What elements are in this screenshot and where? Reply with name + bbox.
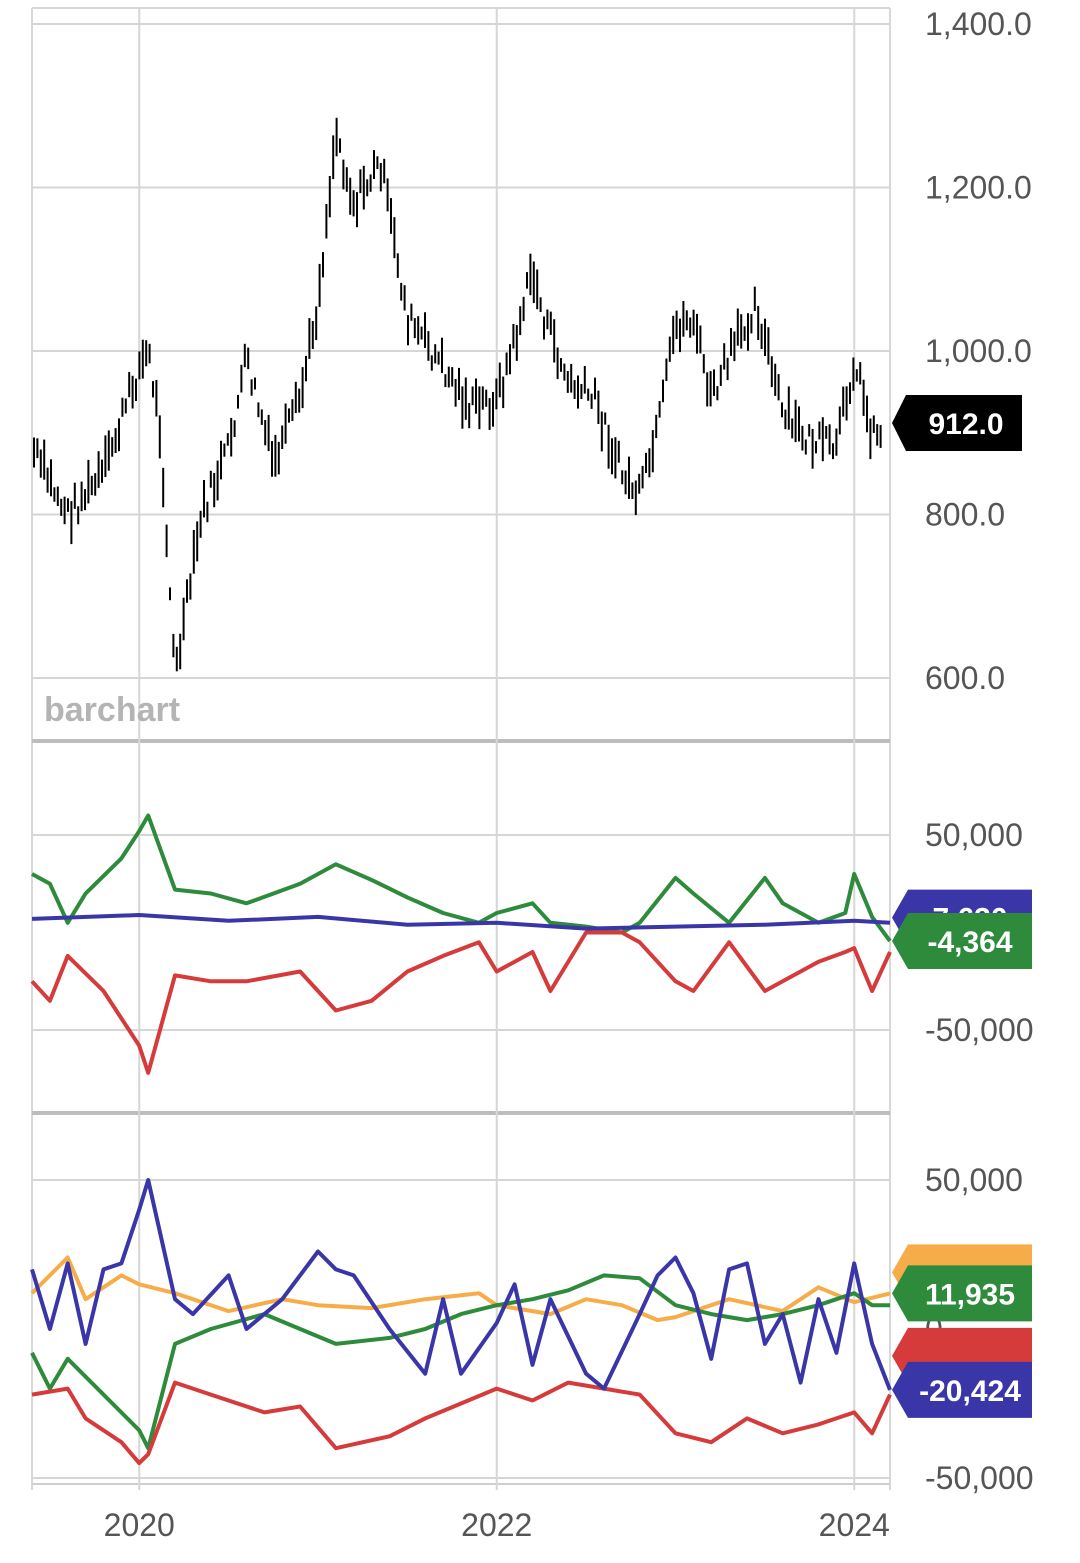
series-line	[30, 1255, 891, 1323]
value-tag	[892, 1361, 1032, 1418]
y-tick-label: 50,000	[925, 817, 1023, 853]
value-tag-label: -4,364	[927, 926, 1012, 959]
y-tick-label: -50,000	[925, 1460, 1034, 1496]
value-tag	[892, 1265, 1032, 1322]
grid-layer	[31, 7, 891, 1490]
series-line	[30, 930, 892, 1075]
value-tag-label: 11,935	[925, 1278, 1015, 1311]
y-tick-label: 600.0	[925, 660, 1005, 696]
series-line	[30, 1178, 892, 1391]
series-line	[31, 913, 891, 931]
series-line	[31, 813, 892, 943]
y-tick-label: 50,000	[925, 1162, 1023, 1198]
x-tick-label: 2020	[104, 1507, 175, 1543]
y-tick-label: -50,000	[925, 1012, 1034, 1048]
y-tick-label: 1,000.0	[925, 333, 1032, 369]
x-tick-label: 2022	[461, 1507, 532, 1543]
y-tick-label: 1,400.0	[925, 6, 1032, 42]
y-tick-label: 1,200.0	[925, 170, 1032, 206]
watermark-text: barchart	[44, 691, 180, 729]
y-tick-label: 800.0	[925, 497, 1005, 533]
series-layer	[30, 117, 892, 1466]
last-price-label: 912.0	[928, 408, 1003, 441]
series-line	[30, 1273, 890, 1451]
x-tick-label: 2024	[819, 1507, 890, 1543]
value-tag	[892, 913, 1032, 970]
series-line	[31, 1380, 892, 1466]
label-layer: 2020 2022 2024 1,400.0 1,200.0 1,000.0 800.0 60…	[104, 6, 1034, 1543]
last-price-tag	[892, 394, 1022, 451]
value-tag-label: -20,424	[919, 1375, 1021, 1408]
